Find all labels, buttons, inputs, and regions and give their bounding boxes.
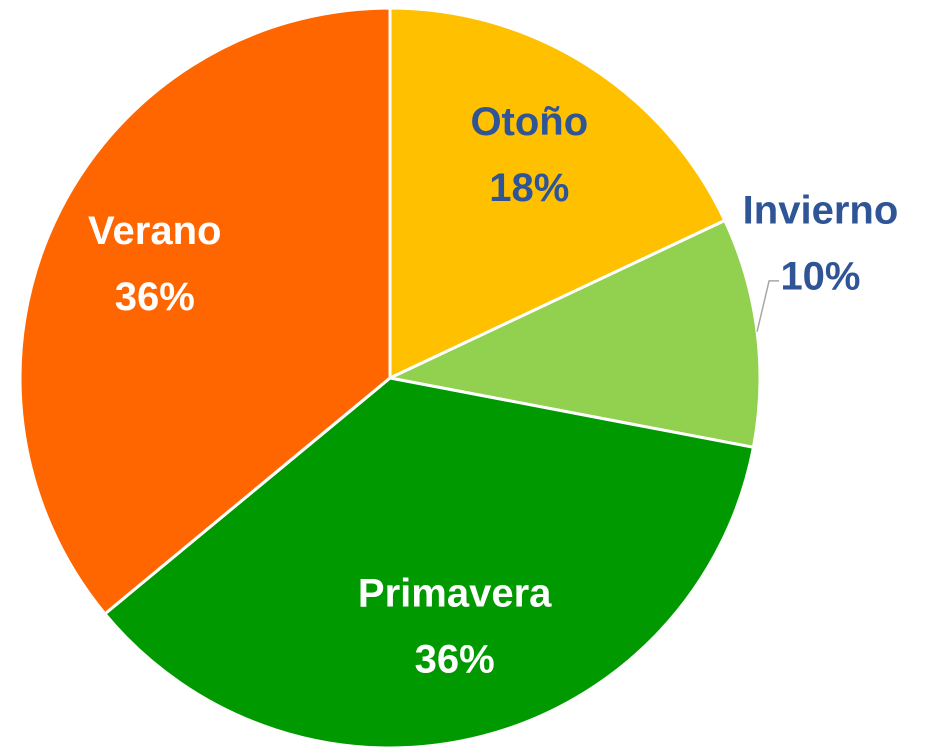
pie-slice: [388, 6, 727, 381]
pie-slice: [102, 376, 756, 750]
slice-label: Invierno: [743, 188, 899, 232]
slice-value-label: 10%: [780, 254, 860, 298]
pie-slice: [18, 6, 392, 616]
slice-label: Primavera: [358, 571, 552, 615]
slice-label: Verano: [88, 209, 221, 253]
slice-label: Otoño: [470, 100, 588, 144]
slice-value-label: 36%: [415, 637, 495, 681]
pie-slice: [385, 218, 762, 450]
leader-line: [756, 280, 780, 332]
slice-value-label: 18%: [489, 166, 569, 210]
slice-value-label: 36%: [115, 275, 195, 319]
